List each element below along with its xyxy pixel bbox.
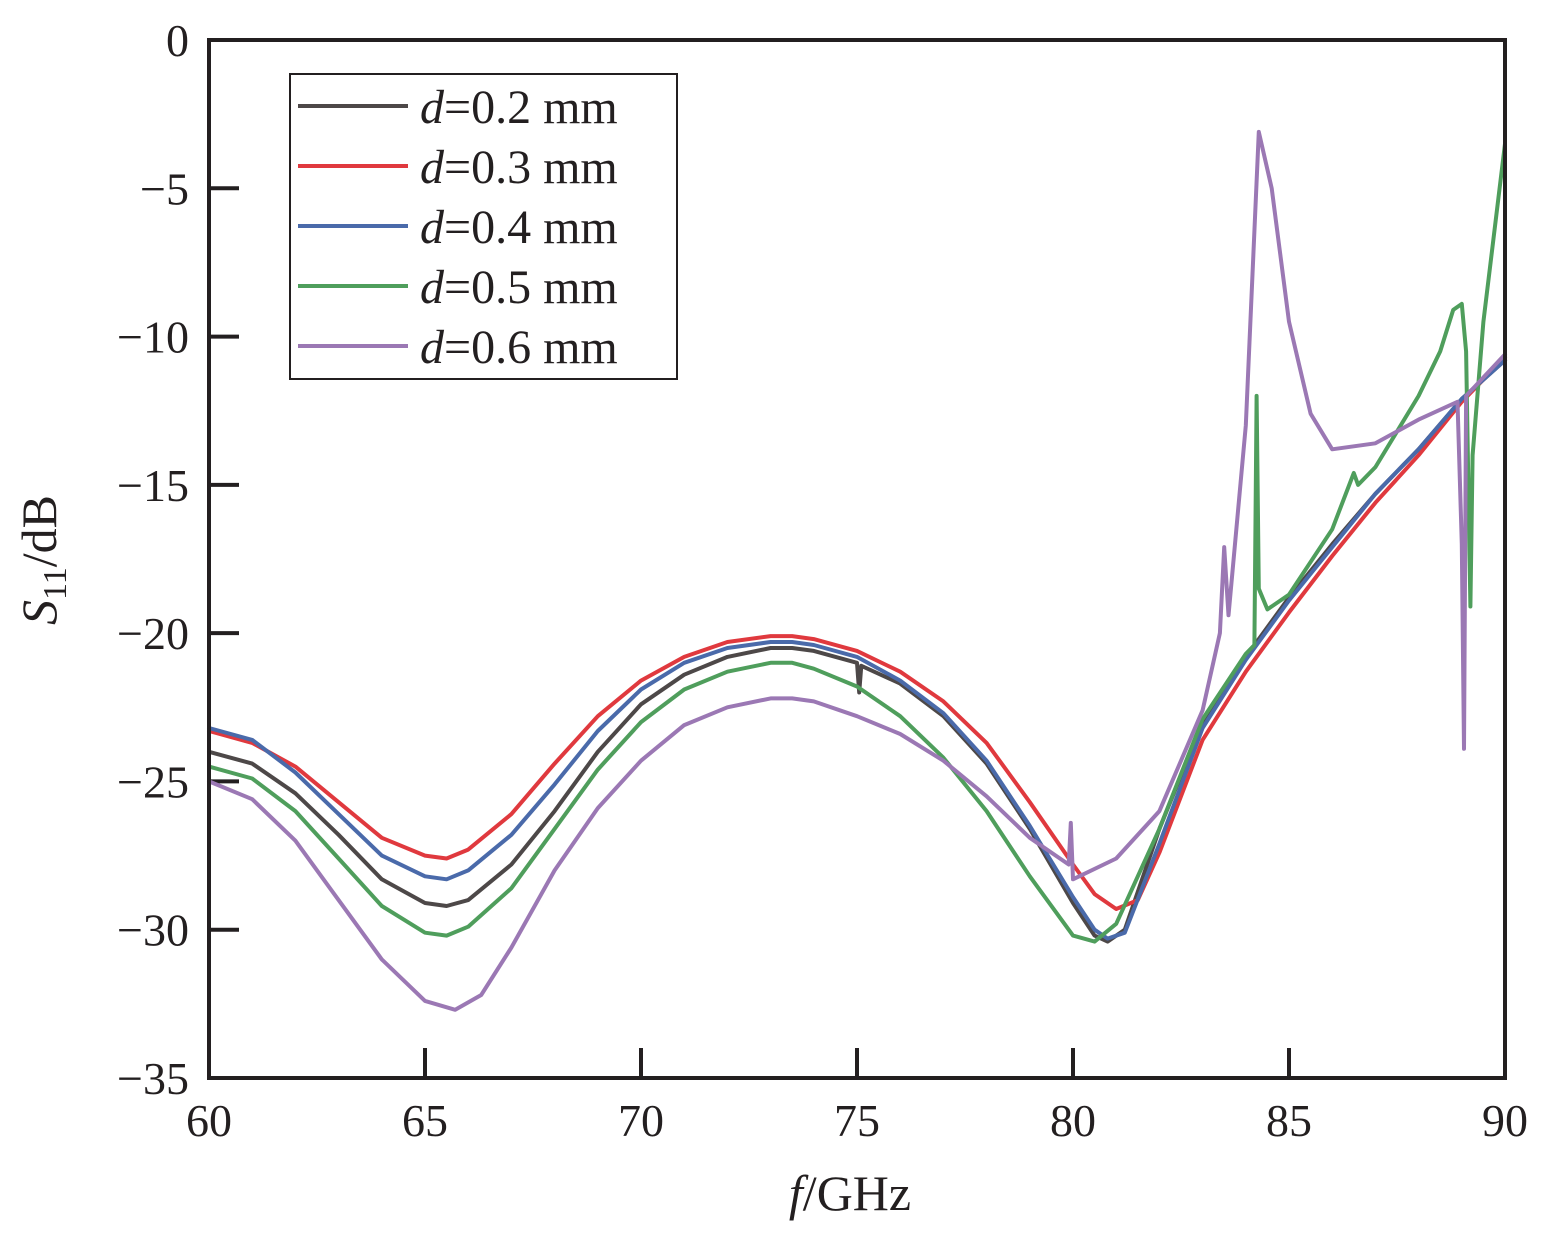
y-tick-label: −30 (117, 905, 189, 956)
y-tick-label: 0 (166, 15, 189, 66)
x-tick-label: 60 (186, 1095, 232, 1146)
x-tick-label: 80 (1050, 1095, 1096, 1146)
y-tick-label: −5 (140, 163, 189, 214)
x-axis-label: f/GHz (789, 1165, 911, 1221)
y-tick-label: −15 (117, 460, 189, 511)
y-axis-ticks: 0 −5 −10 −15 −20 −25 −30 −35 (117, 15, 239, 1104)
y-tick-label: −25 (117, 756, 189, 807)
legend-label: d=0.4 mm (420, 201, 618, 254)
y-tick-label: −20 (117, 608, 189, 659)
plot-frame (207, 38, 1507, 1080)
y-tick-label: −35 (117, 1053, 189, 1104)
series-lines (207, 109, 1507, 1012)
legend-label: d=0.2 mm (420, 81, 618, 134)
x-tick-label: 85 (1266, 1095, 1312, 1146)
legend-entry: d=0.2 mm (298, 81, 618, 134)
series-line-d0-6mm (207, 129, 1507, 1012)
x-tick-label: 90 (1482, 1095, 1528, 1146)
x-tick-label: 65 (402, 1095, 448, 1146)
x-tick-label: 70 (618, 1095, 664, 1146)
x-tick-label: 75 (834, 1095, 880, 1146)
legend: d=0.2 mm d=0.3 mm d=0.4 mm d=0.5 mm d=0.… (289, 73, 678, 380)
legend-label: d=0.3 mm (420, 141, 618, 194)
legend-entry: d=0.3 mm (298, 141, 618, 194)
series-line-d0-4mm (207, 358, 1507, 941)
legend-entry: d=0.6 mm (298, 321, 618, 374)
legend-label: d=0.6 mm (420, 321, 618, 374)
legend-entry: d=0.4 mm (298, 201, 618, 254)
x-axis-ticks: 60 65 70 75 80 85 90 (186, 1048, 1528, 1146)
y-axis-label: S11/dB (11, 495, 74, 625)
series-line-d0-5mm (207, 109, 1507, 944)
y-tick-label: −10 (117, 312, 189, 363)
legend-label: d=0.5 mm (420, 261, 618, 314)
series-line-d0-3mm (207, 355, 1507, 911)
legend-entry: d=0.5 mm (298, 261, 618, 314)
